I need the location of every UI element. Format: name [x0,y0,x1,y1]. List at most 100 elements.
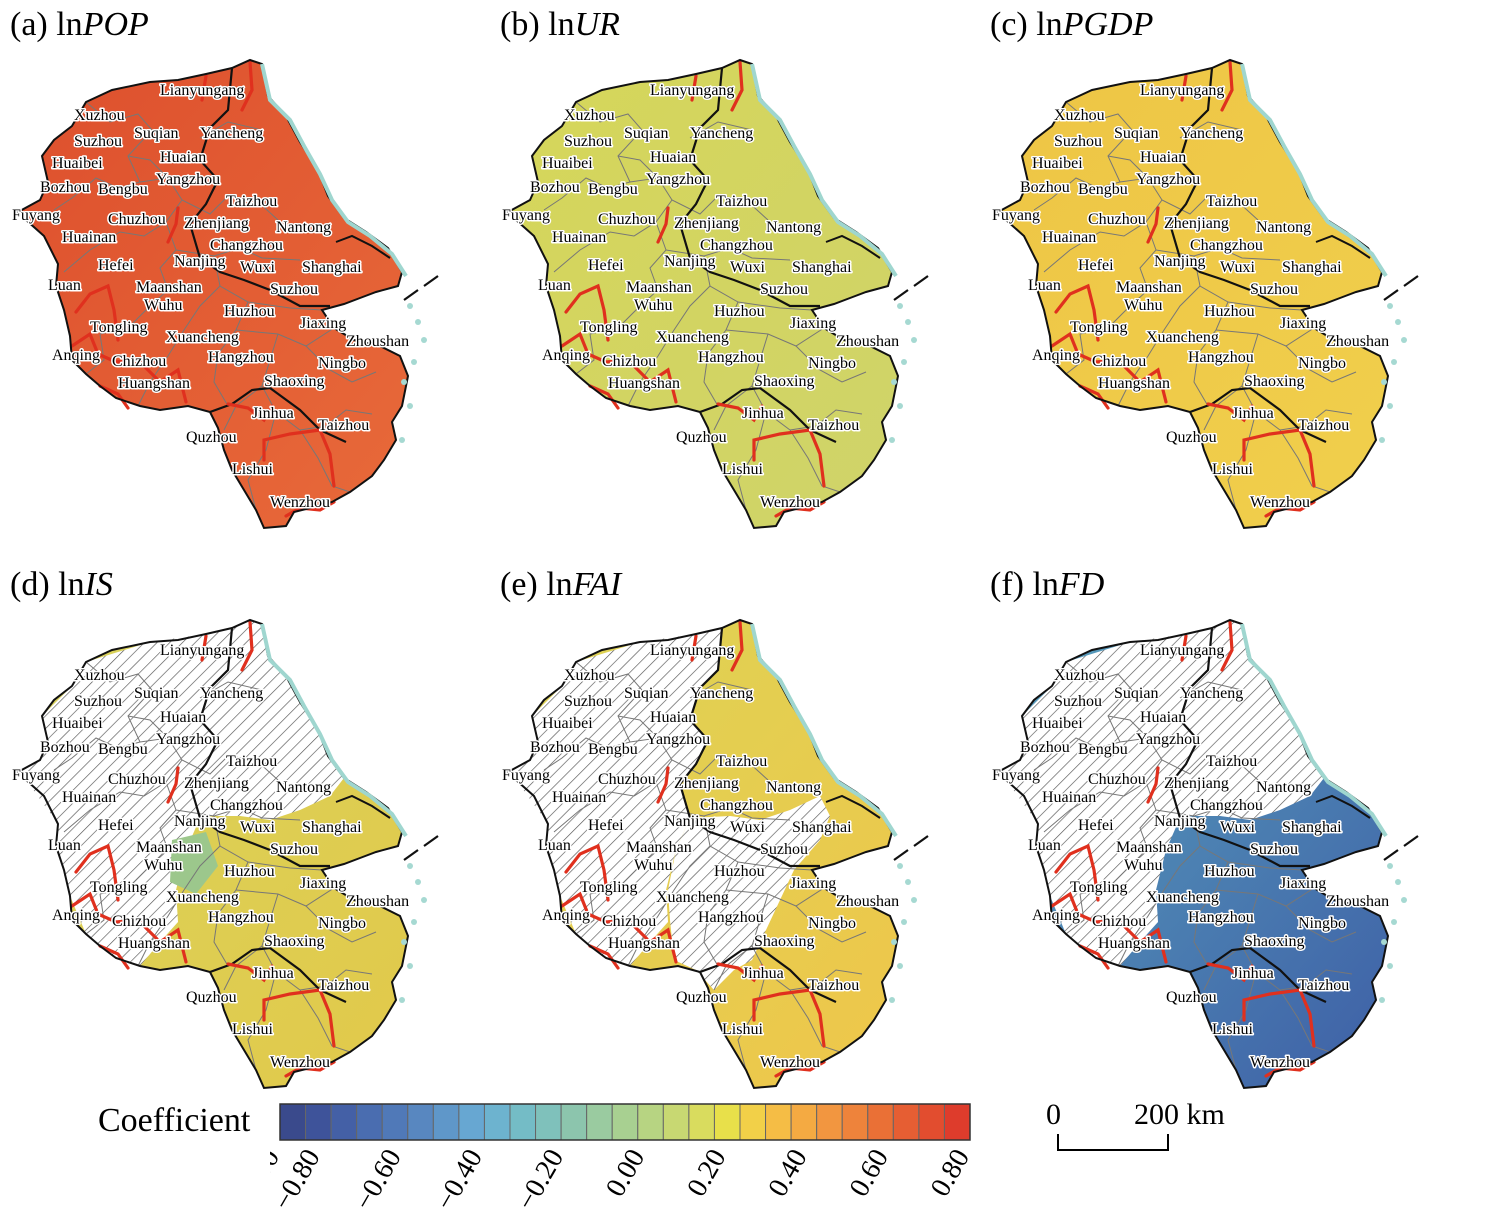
city-label: Huzhou [714,303,765,320]
city-label: Huaian [1140,709,1186,726]
city-label: Ningbo [318,355,366,372]
city-label: Nantong [276,779,331,796]
city-label: Bozhou [530,739,580,756]
city-label: Chuzhou [108,771,166,788]
wuhu-area [170,832,218,894]
city-label: Lianyungang [160,642,244,659]
scale-bar [1057,1134,1169,1151]
city-label: Bengbu [588,741,638,758]
city-label: Zhenjiang [674,215,739,232]
city-label: Huaibei [52,155,103,172]
legend-swatch [535,1103,562,1141]
city-label: Huangshan [1098,375,1170,392]
city-label: Wuhu [1124,857,1162,874]
city-label: Suzhou [1054,693,1102,710]
city-label: Huangshan [608,935,680,952]
city-label: Shanghai [792,819,852,836]
city-label: Hangzhou [698,909,764,926]
city-label: Anqing [1032,347,1080,364]
city-label: Suzhou [270,281,318,298]
city-label: Ningbo [1298,915,1346,932]
city-label: Hefei [588,257,624,274]
city-label: Ningbo [1298,355,1346,372]
legend-swatch [765,1103,792,1141]
city-label: Chizhou [1092,913,1146,930]
city-label: Jiaxing [300,315,346,332]
city-label: Anqing [1032,907,1080,924]
city-label: Tongling [90,319,148,336]
legend-tick-label: 0.60 [844,1144,895,1202]
city-label: Huaian [650,709,696,726]
city-label: Jiaxing [300,875,346,892]
city-label: Suzhou [74,693,122,710]
city-label: Suqian [134,685,178,702]
city-label: Zhoushan [346,893,409,910]
city-label: Huainan [552,789,606,806]
city-label: Suqian [624,125,668,142]
city-label: Nantong [1256,219,1311,236]
scale-distance-label: 200 km [1134,1098,1225,1131]
legend-swatch [662,1103,690,1141]
city-label: Zhoushan [1326,893,1389,910]
city-label: Nanjing [1154,253,1206,270]
city-label: Suzhou [74,133,122,150]
city-label: Xuzhou [564,107,615,124]
city-label: Tongling [580,319,638,336]
city-label: Luan [48,837,81,854]
city-label: Changzhou [210,237,283,254]
city-label: Taizhou [226,753,277,770]
legend-swatch [381,1103,409,1141]
city-label: Wuxi [1220,819,1255,836]
city-label: Chuzhou [108,211,166,228]
city-label: Jiaxing [1280,875,1326,892]
legend-tick-label: 0.20 [681,1144,732,1202]
legend-title: Coefficient [98,1102,251,1139]
city-label: Taizhou [716,753,767,770]
city-label: Anqing [542,347,590,364]
region-map: Lianyungang Xuzhou Suzhou Suqian Yancheng Hua… [11,618,439,1090]
city-label: Bozhou [530,179,580,196]
city-label: Luan [538,277,571,294]
map-panel-d: (d) lnIS Lianyungang Xuzhou Suzhou Suqian Yan… [0,560,490,1100]
city-label: Yangzhou [1136,731,1200,748]
city-label: Xuzhou [1054,107,1105,124]
city-label: Zhenjiang [184,215,249,232]
city-label: Lishui [232,1021,273,1038]
city-label: Bengbu [1078,741,1128,758]
city-label: Changzhou [1190,797,1263,814]
legend-tick-label: 0.80 [925,1144,976,1202]
city-label: Huaibei [1032,715,1083,732]
city-label: Lianyungang [1140,642,1224,659]
city-label: Wenzhou [270,494,330,511]
city-label: Huaian [160,149,206,166]
city-label: Hangzhou [208,909,274,926]
panel-title: (d) lnIS [10,566,113,603]
insignificant-area [998,628,1212,966]
city-label: Changzhou [700,797,773,814]
city-label: Anqing [52,347,100,364]
city-label: Ningbo [318,915,366,932]
city-label: Shaoxing [1244,373,1304,390]
city-label: Huangshan [608,375,680,392]
province-fill [508,60,898,528]
legend-tick-label: −0.40 [430,1144,489,1216]
city-label: Shaoxing [754,933,814,950]
region-map: Lianyungang Xuzhou Suzhou Suqian Yancheng Hua… [991,58,1419,530]
legend-swatch [713,1103,741,1141]
city-label: Maanshan [136,279,202,296]
city-label: Hefei [98,817,134,834]
city-label: Lianyungang [650,642,734,659]
legend-swatch [407,1103,434,1141]
city-label: Bengbu [1078,181,1128,198]
city-label: Jinhua [1232,965,1274,982]
city-label: Yancheng [690,125,753,142]
legend-swatch [279,1103,307,1141]
city-label: Suzhou [760,281,808,298]
city-label: Zhenjiang [1164,775,1229,792]
city-label: Luan [1028,837,1061,854]
city-label: Lianyungang [650,82,734,99]
city-label: Jinhua [742,405,784,422]
insignificant-area [508,628,722,966]
region-map: Lianyungang Xuzhou Suzhou Suqian Yancheng Hua… [501,58,929,530]
city-label: Ningbo [808,915,856,932]
